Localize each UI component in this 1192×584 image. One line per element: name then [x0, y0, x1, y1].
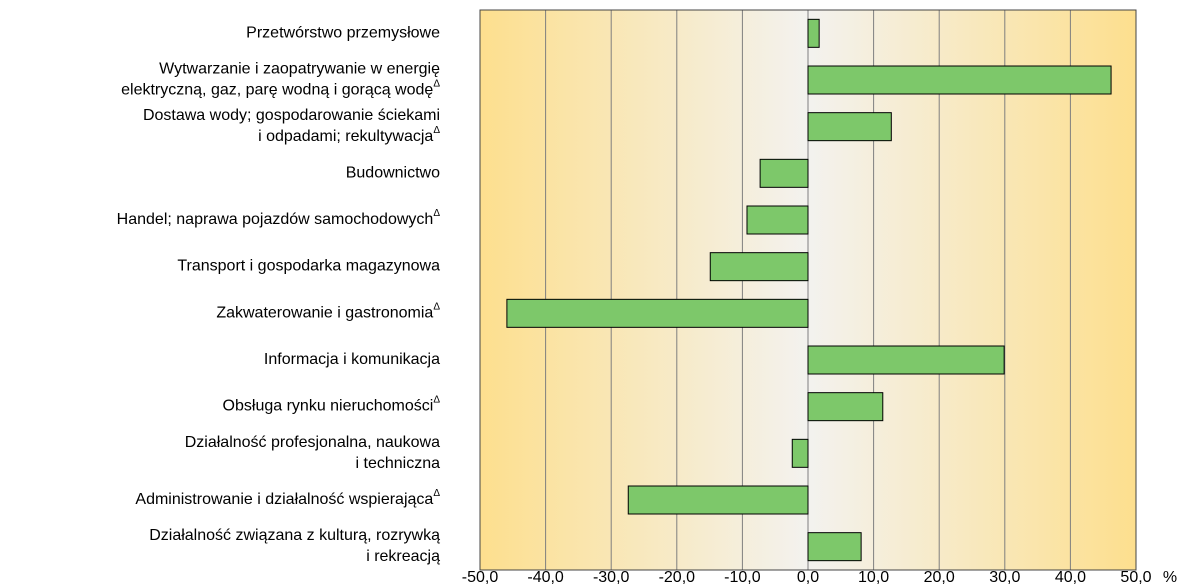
x-unit: %	[1163, 569, 1177, 584]
label-sup: Δ	[433, 78, 440, 89]
bar	[506, 298, 809, 328]
bar	[709, 252, 809, 282]
y-tick-label: Obsługa rynku nieruchomościΔ	[223, 394, 441, 415]
x-tick-label: 20,0	[924, 569, 955, 584]
y-tick-label: Dostawa wody; gospodarowanie ściekami i o…	[143, 107, 440, 145]
bar	[746, 205, 809, 235]
plot-border	[479, 9, 1137, 571]
label-sup: Δ	[433, 301, 440, 312]
bar	[791, 438, 809, 468]
bar	[807, 532, 862, 562]
bar	[627, 485, 809, 515]
x-tick-label: 50,0	[1120, 569, 1151, 584]
y-tick-label: Handel; naprawa pojazdów samochodowychΔ	[117, 208, 441, 229]
bar	[807, 345, 1005, 375]
y-tick-label: Działalność związana z kulturą, rozrywką…	[149, 527, 440, 565]
label-line: Dostawa wody; gospodarowanie ściekami	[143, 107, 440, 124]
label-line: Działalność profesjonalna, naukowa	[185, 434, 440, 451]
label-line: Wytwarzanie i zaopatrywanie w energię	[159, 61, 440, 78]
label-line: i rekreacją	[366, 548, 440, 565]
x-tick-label: -30,0	[593, 569, 630, 584]
label-line: Działalność związana z kulturą, rozrywką	[149, 527, 440, 544]
label-line: Przetwórstwo przemysłowe	[246, 25, 440, 42]
label-sup: Δ	[433, 125, 440, 136]
y-tick-label: Zakwaterowanie i gastronomiaΔ	[216, 301, 440, 322]
bar	[807, 392, 884, 422]
y-tick-label: Administrowanie i działalność wspierając…	[135, 488, 440, 509]
label-sup: Δ	[433, 394, 440, 405]
y-tick-label: Przetwórstwo przemysłowe	[246, 25, 440, 42]
label-line: i odpadami; rekultywacja	[258, 128, 433, 145]
y-tick-label: Działalność profesjonalna, naukowa i tech…	[185, 434, 440, 472]
x-tick-label: 10,0	[858, 569, 889, 584]
y-tick-label: Budownictwo	[346, 165, 440, 182]
label-sup: Δ	[433, 208, 440, 219]
label-line: Transport i gospodarka magazynowa	[177, 258, 440, 275]
label-line: elektryczną, gaz, parę wodną i gorącą wo…	[121, 82, 433, 99]
label-line: Obsługa rynku nieruchomości	[223, 398, 434, 415]
label-sup: Δ	[433, 488, 440, 499]
y-tick-label: Transport i gospodarka magazynowa	[177, 258, 440, 275]
label-line: Handel; naprawa pojazdów samochodowych	[117, 211, 434, 228]
x-tick-label: -10,0	[724, 569, 761, 584]
x-tick-label: -40,0	[527, 569, 564, 584]
label-line: Informacja i komunikacja	[264, 351, 440, 368]
y-tick-label: Wytwarzanie i zaopatrywanie w energię ele…	[121, 61, 440, 99]
bar	[807, 65, 1112, 95]
x-tick-label: -50,0	[462, 569, 499, 584]
x-tick-label: 30,0	[989, 569, 1020, 584]
x-tick-label: 40,0	[1055, 569, 1086, 584]
label-line: Budownictwo	[346, 165, 440, 182]
label-line: Zakwaterowanie i gastronomia	[216, 305, 433, 322]
label-line: Administrowanie i działalność wspierając…	[135, 491, 433, 508]
label-line: i techniczna	[356, 455, 441, 472]
bar	[807, 18, 820, 48]
y-tick-label: Informacja i komunikacja	[264, 351, 440, 368]
bar	[807, 112, 892, 142]
x-tick-label: -20,0	[659, 569, 696, 584]
bar	[759, 158, 809, 188]
x-tick-label: 0,0	[797, 569, 819, 584]
